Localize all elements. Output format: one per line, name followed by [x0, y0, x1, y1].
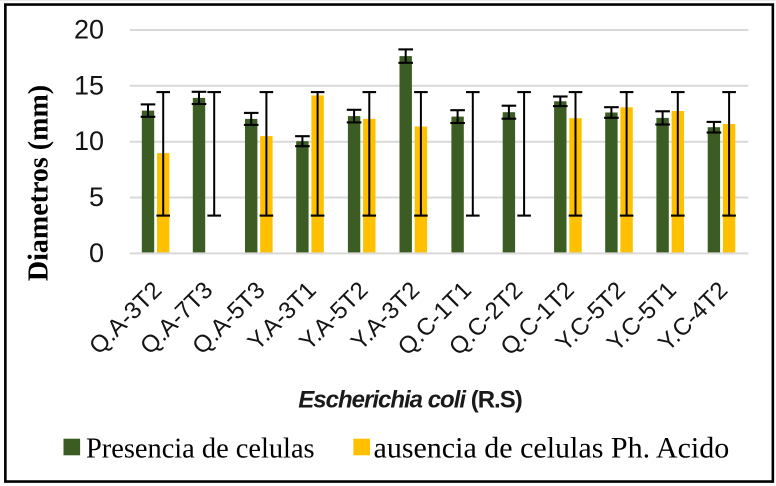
svg-text:Presencia de celulas: Presencia de celulas [86, 433, 315, 464]
svg-text:15: 15 [74, 70, 104, 100]
svg-text:10: 10 [74, 126, 104, 156]
svg-text:0: 0 [89, 238, 104, 268]
svg-text:Diametros (mm): Diametros (mm) [24, 85, 55, 281]
svg-text:20: 20 [74, 15, 104, 45]
svg-text:5: 5 [89, 182, 104, 212]
svg-text:ausencia de celulas Ph. Acido: ausencia de celulas Ph. Acido [374, 431, 730, 464]
svg-text:Escherichia coli (R.S): Escherichia coli (R.S) [298, 387, 521, 414]
